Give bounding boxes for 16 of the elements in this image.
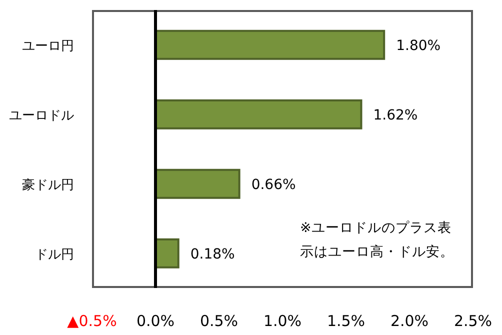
x-tick-label: 0.5% [200,312,238,330]
x-tick-label: 1.5% [326,312,366,330]
y-tick-label: ユーロドル [9,108,74,124]
data-label: 0.18% [190,246,235,262]
x-tick-label: 0.0% [136,312,175,330]
data-label: 1.62% [373,107,418,124]
y-tick-label: 豪ドル円 [22,178,74,193]
y-tick-label: ドル円 [35,247,74,262]
y-tick-label: ユーロ円 [22,38,74,54]
x-tick-label: 2.5% [454,312,492,330]
annotation: ※ユーロドルのプラス表示はユーロ高・ドル安。 [300,219,455,262]
x-tick-label: 1.0% [263,312,302,330]
x-tick-label: ▲0.5% [67,312,117,330]
data-label: 1.80% [396,38,441,54]
data-label: 0.66% [251,176,296,193]
x-tick-label: 2.0% [390,312,429,330]
